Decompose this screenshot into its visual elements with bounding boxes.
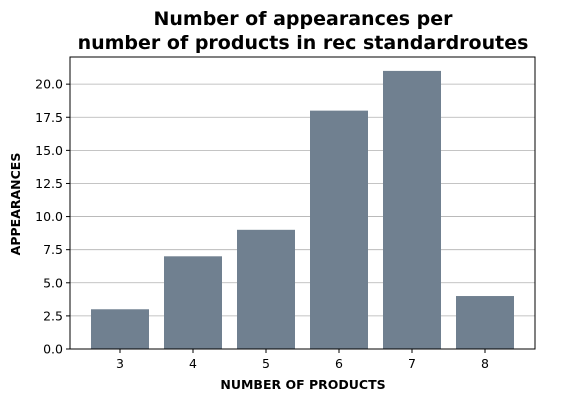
x-axis-ticks: 3 4 5 6 7 8 <box>116 349 489 371</box>
x-tick-label: 8 <box>481 356 489 371</box>
bar-3 <box>91 309 149 349</box>
x-tick-label: 5 <box>262 356 270 371</box>
plot-frame <box>69 56 536 350</box>
chart-title-line-1: Number of appearances per <box>153 8 453 30</box>
y-tick-label: 20.0 <box>35 77 63 92</box>
y-tick-label: 15.0 <box>35 143 63 158</box>
y-tick-label: 2.5 <box>43 308 63 323</box>
bar-8 <box>456 296 514 349</box>
y-tick-label: 7.5 <box>43 242 63 257</box>
y-axis-label: APPEARANCES <box>8 153 23 256</box>
y-tick-label: 12.5 <box>35 176 63 191</box>
y-tick-label: 0.0 <box>43 342 63 357</box>
x-tick-label: 7 <box>408 356 416 371</box>
bars <box>91 70 514 350</box>
y-tick-label: 17.5 <box>35 110 63 125</box>
bar-7 <box>383 70 441 350</box>
y-tick-label: 10.0 <box>35 209 63 224</box>
bar-6 <box>310 110 368 349</box>
y-tick-label: 5.0 <box>43 275 63 290</box>
x-tick-label: 4 <box>189 356 197 371</box>
chart-title-line-2: number of products in rec standardroutes <box>78 32 529 54</box>
grid-lines <box>70 83 535 317</box>
bar-4 <box>164 256 222 349</box>
y-axis-ticks: 0.0 2.5 5.0 7.5 10.0 12.5 15.0 17.5 20.0 <box>35 77 70 357</box>
x-tick-label: 3 <box>116 356 124 371</box>
x-tick-label: 6 <box>335 356 343 371</box>
x-axis-label: NUMBER OF PRODUCTS <box>220 377 385 392</box>
bar-5 <box>237 229 295 349</box>
